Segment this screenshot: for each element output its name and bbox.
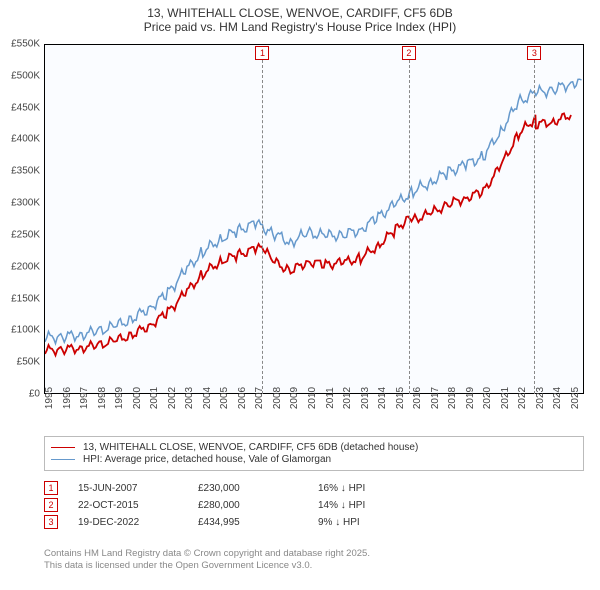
- marker-table-price: £280,000: [198, 500, 298, 511]
- x-tick-label: 2005: [219, 387, 230, 409]
- x-tick-label: 2015: [395, 387, 406, 409]
- y-tick-label: £0: [0, 389, 40, 400]
- legend-swatch-1: [51, 447, 75, 448]
- x-tick-label: 1997: [79, 387, 90, 409]
- x-tick-label: 2016: [412, 387, 423, 409]
- plot-area: [44, 44, 584, 394]
- y-tick-label: £350K: [0, 166, 40, 177]
- x-tick-label: 2010: [307, 387, 318, 409]
- marker-table-date: 22-OCT-2015: [78, 500, 178, 511]
- chart-svg: [45, 45, 585, 395]
- x-tick-label: 2024: [552, 387, 563, 409]
- x-tick-label: 2014: [377, 387, 388, 409]
- marker-box-1: 1: [255, 46, 269, 60]
- x-tick-label: 2020: [482, 387, 493, 409]
- title-line-2: Price paid vs. HM Land Registry's House …: [10, 20, 590, 34]
- legend-row-2: HPI: Average price, detached house, Vale…: [51, 454, 577, 465]
- marker-table-delta: 9% ↓ HPI: [318, 517, 418, 528]
- chart-container: 13, WHITEHALL CLOSE, WENVOE, CARDIFF, CF…: [0, 0, 600, 590]
- x-tick-label: 2012: [342, 387, 353, 409]
- x-tick-label: 2023: [535, 387, 546, 409]
- x-tick-label: 2001: [149, 387, 160, 409]
- marker-box-3: 3: [527, 46, 541, 60]
- x-tick-label: 2013: [360, 387, 371, 409]
- marker-table-price: £230,000: [198, 483, 298, 494]
- series-line-hpi: [45, 79, 582, 343]
- legend-label-1: 13, WHITEHALL CLOSE, WENVOE, CARDIFF, CF…: [83, 442, 418, 453]
- legend-row-1: 13, WHITEHALL CLOSE, WENVOE, CARDIFF, CF…: [51, 442, 577, 453]
- x-tick-label: 2011: [325, 387, 336, 409]
- x-tick-label: 2002: [167, 387, 178, 409]
- x-tick-label: 2019: [465, 387, 476, 409]
- x-tick-label: 1995: [44, 387, 55, 409]
- marker-table-row: 2 22-OCT-2015 £280,000 14% ↓ HPI: [44, 498, 584, 512]
- y-tick-label: £50K: [0, 357, 40, 368]
- marker-table-date: 19-DEC-2022: [78, 517, 178, 528]
- x-tick-label: 2017: [430, 387, 441, 409]
- marker-table-delta: 14% ↓ HPI: [318, 500, 418, 511]
- x-tick-label: 1996: [62, 387, 73, 409]
- marker-table-num: 2: [44, 498, 58, 512]
- x-tick-label: 2021: [500, 387, 511, 409]
- title-line-1: 13, WHITEHALL CLOSE, WENVOE, CARDIFF, CF…: [10, 6, 590, 20]
- x-tick-label: 2025: [570, 387, 581, 409]
- marker-table-row: 3 19-DEC-2022 £434,995 9% ↓ HPI: [44, 515, 584, 529]
- legend-swatch-2: [51, 459, 75, 460]
- x-tick-label: 2008: [272, 387, 283, 409]
- y-tick-label: £250K: [0, 229, 40, 240]
- marker-line-3: [534, 60, 535, 394]
- x-tick-label: 2022: [517, 387, 528, 409]
- x-tick-label: 2006: [237, 387, 248, 409]
- footer-line-2: This data is licensed under the Open Gov…: [44, 560, 584, 572]
- x-tick-label: 2004: [202, 387, 213, 409]
- y-tick-label: £450K: [0, 102, 40, 113]
- y-tick-label: £300K: [0, 198, 40, 209]
- marker-box-2: 2: [402, 46, 416, 60]
- legend-label-2: HPI: Average price, detached house, Vale…: [83, 454, 331, 465]
- markers-table: 1 15-JUN-2007 £230,000 16% ↓ HPI 2 22-OCT-201…: [44, 478, 584, 532]
- legend: 13, WHITEHALL CLOSE, WENVOE, CARDIFF, CF…: [44, 436, 584, 471]
- footer-attribution: Contains HM Land Registry data © Crown c…: [44, 548, 584, 573]
- marker-table-price: £434,995: [198, 517, 298, 528]
- y-tick-label: £550K: [0, 39, 40, 50]
- y-tick-label: £200K: [0, 261, 40, 272]
- marker-table-date: 15-JUN-2007: [78, 483, 178, 494]
- marker-table-num: 1: [44, 481, 58, 495]
- x-tick-label: 2018: [447, 387, 458, 409]
- x-tick-label: 1998: [97, 387, 108, 409]
- marker-table-num: 3: [44, 515, 58, 529]
- x-tick-label: 2000: [132, 387, 143, 409]
- marker-line-1: [262, 60, 263, 394]
- y-tick-label: £500K: [0, 70, 40, 81]
- title-block: 13, WHITEHALL CLOSE, WENVOE, CARDIFF, CF…: [0, 0, 600, 36]
- series-line-price_paid: [45, 113, 571, 355]
- y-tick-label: £150K: [0, 293, 40, 304]
- x-tick-label: 2003: [184, 387, 195, 409]
- footer-line-1: Contains HM Land Registry data © Crown c…: [44, 548, 584, 560]
- y-tick-label: £400K: [0, 134, 40, 145]
- marker-table-delta: 16% ↓ HPI: [318, 483, 418, 494]
- x-tick-label: 2009: [289, 387, 300, 409]
- y-tick-label: £100K: [0, 325, 40, 336]
- x-tick-label: 2007: [254, 387, 265, 409]
- x-tick-label: 1999: [114, 387, 125, 409]
- marker-table-row: 1 15-JUN-2007 £230,000 16% ↓ HPI: [44, 481, 584, 495]
- marker-line-2: [409, 60, 410, 394]
